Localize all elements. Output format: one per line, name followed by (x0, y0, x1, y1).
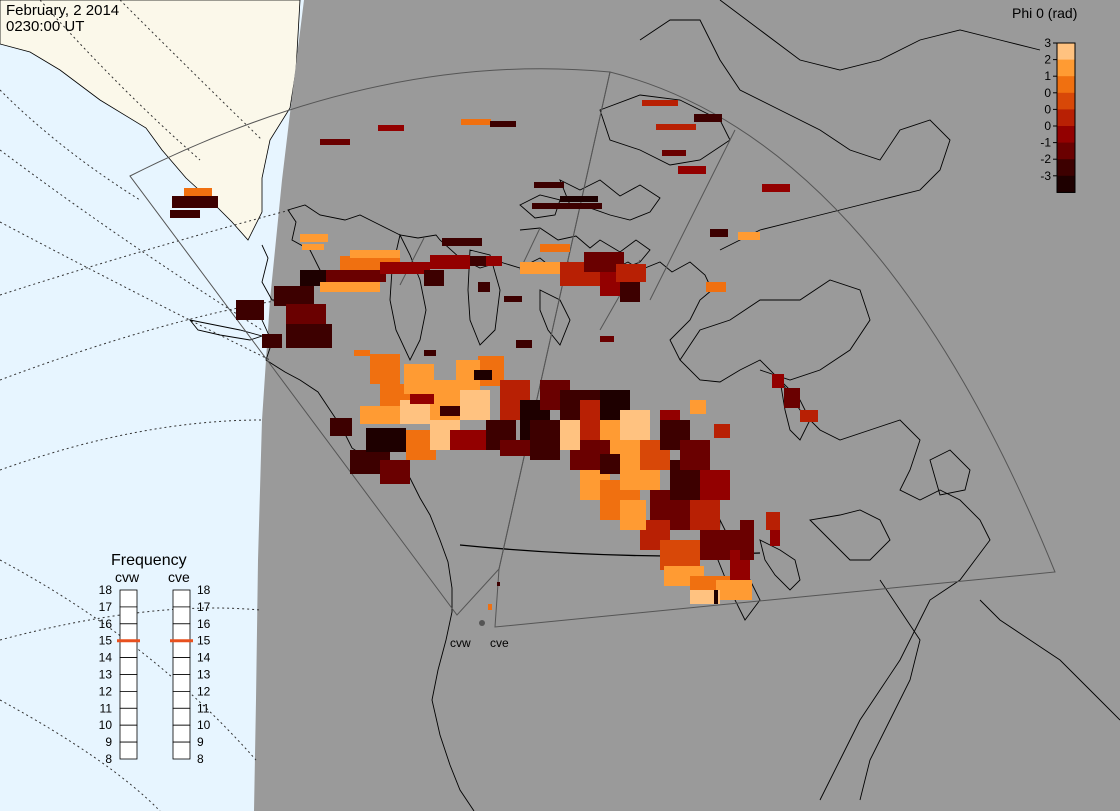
frequency-tick-cve: 12 (197, 684, 211, 698)
colorbar-swatch (1057, 109, 1075, 127)
colorbar-tick-label: 0 (1044, 102, 1051, 116)
frequency-cell-cve (172, 640, 191, 659)
frequency-tick-cve: 17 (197, 600, 211, 614)
frequency-cell-cve (172, 589, 191, 608)
frequency-cell-cve (172, 707, 191, 726)
night-shading (254, 0, 1120, 811)
frequency-cell-cve (172, 741, 191, 760)
border-line (459, 544, 761, 557)
colorbar-frame (1056, 42, 1076, 193)
frequency-tick-cvw: 8 (105, 752, 112, 766)
frequency-tick-cvw: 16 (99, 617, 113, 631)
frequency-cell-cvw (119, 741, 138, 760)
frequency-tick-cve: 16 (197, 617, 211, 631)
frequency-tick-cvw: 18 (99, 583, 113, 597)
frequency-tick-cve: 13 (197, 668, 211, 682)
radar-label-cve: cve (490, 636, 509, 650)
frequency-cvw-label: cvw (115, 569, 140, 585)
echo-cells (170, 100, 818, 610)
colorbar-swatch (1057, 142, 1075, 160)
frequency-tick-cvw: 17 (99, 600, 113, 614)
colorbar-swatch (1057, 43, 1075, 61)
frequency-cell-cvw (119, 674, 138, 692)
frequency-tick-cvw: 11 (100, 701, 113, 715)
sunlit-land (0, 0, 301, 241)
frequency-cve-label: cve (168, 569, 190, 585)
colorbar-tick-label: 0 (1044, 86, 1051, 100)
frequency-tick-cvw: 15 (99, 634, 113, 648)
frequency-cell-cve (172, 657, 191, 675)
frequency-cell-cvw (119, 707, 138, 726)
colorbar-swatch (1057, 92, 1075, 110)
radar-site-cvw (479, 620, 485, 626)
colorbar-tick-label: 0 (1044, 119, 1051, 133)
colorbar-swatch (1057, 76, 1075, 94)
colorbar-title: Phi 0 (rad) (1012, 5, 1077, 21)
fov-cvw (129, 68, 611, 616)
frequency-tick-cvw: 12 (99, 684, 113, 698)
colorbar-tick-label: -2 (1040, 152, 1051, 166)
lat-lon-grid (0, 0, 291, 811)
colorbar-swatch (1057, 175, 1075, 193)
frequency-cell-cvw (119, 623, 138, 642)
colorbar-swatch (1057, 126, 1075, 144)
frequency-tick-cve: 9 (197, 735, 204, 749)
colorbar-tick-label: 3 (1044, 36, 1051, 50)
frequency-panel: 18 17 16 15 14 13 12 11 10 9 8 18 17 16 15 14 13 12 11 10 9 8 (99, 583, 211, 766)
time-label: 0230:00 UT (6, 18, 84, 35)
frequency-cell-cvw (119, 691, 138, 709)
fov-cve (494, 71, 1056, 628)
colorbar-tick-label: 1 (1044, 69, 1051, 83)
frequency-tick-cve: 10 (197, 718, 211, 732)
frequency-tick-cve: 8 (197, 752, 204, 766)
colorbar-tick-label: 2 (1044, 53, 1051, 67)
radar-label-cvw: cvw (450, 636, 471, 650)
frequency-tick-cvw: 14 (99, 651, 113, 665)
frequency-tick-cve: 14 (197, 651, 211, 665)
colorbar-swatch (1057, 59, 1075, 77)
frequency-tick-cve: 15 (197, 634, 211, 648)
frequency-cell-cvw (119, 640, 138, 659)
colorbar-tick-label: -3 (1040, 169, 1051, 183)
frequency-cell-cvw (119, 724, 138, 743)
frequency-cell-cvw (119, 606, 138, 625)
date-label: February, 2 2014 (6, 2, 119, 19)
frequency-tick-cve: 11 (197, 701, 210, 715)
frequency-cell-cve (172, 623, 191, 642)
coastlines (188, 0, 1120, 811)
colorbar-swatch (1057, 159, 1075, 177)
frequency-tick-cvw: 10 (99, 718, 113, 732)
frequency-title: Frequency (111, 552, 187, 569)
colorbar-tick-label: -1 (1040, 136, 1051, 150)
frequency-cell-cve (172, 674, 191, 692)
frequency-cell-cvw (119, 657, 138, 675)
frequency-cell-cve (172, 691, 191, 709)
frequency-cell-cvw (119, 589, 138, 608)
frequency-cell-cve (172, 724, 191, 743)
frequency-tick-cvw: 13 (99, 668, 113, 682)
frequency-tick-cve: 18 (197, 583, 211, 597)
frequency-cell-cve (172, 606, 191, 625)
frequency-tick-cvw: 9 (105, 735, 112, 749)
colorbar: 3 2 1 0 0 0 -1 -2 -3 (1040, 36, 1076, 193)
